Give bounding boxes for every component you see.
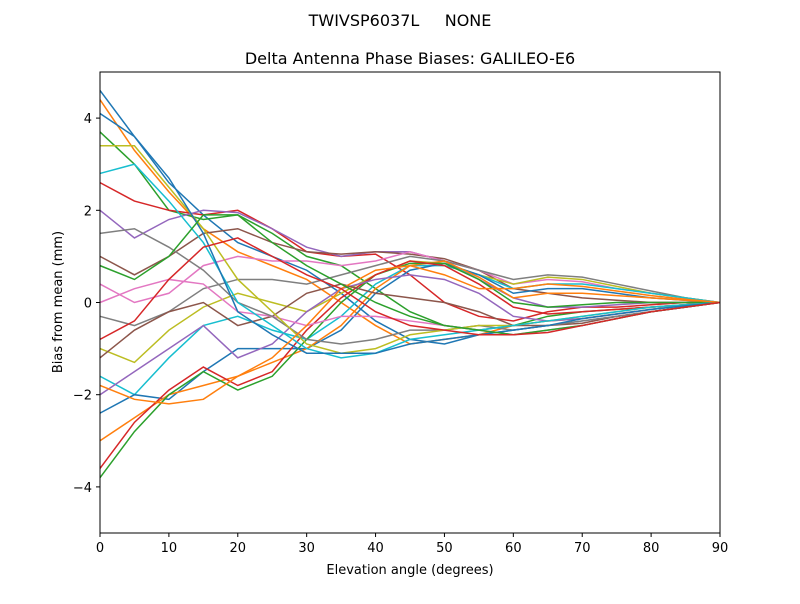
x-tick-label: 50 [436, 541, 453, 556]
suptitle: TWIVSP6037L NONE [308, 11, 492, 30]
series-line-18 [99, 227, 721, 345]
y-tick-label: −2 [73, 389, 92, 404]
x-tick-label: 0 [96, 541, 104, 556]
x-tick-label: 40 [367, 541, 384, 556]
x-tick-label: 20 [230, 541, 247, 556]
x-tick-label: 30 [298, 541, 315, 556]
series-line-20 [99, 163, 721, 359]
x-tick-label: 60 [505, 541, 522, 556]
series-lines [99, 89, 721, 479]
series-line-21 [99, 112, 721, 354]
series-line-14 [99, 260, 721, 469]
series-line-13 [99, 262, 720, 479]
y-axis-label: Bias from mean (mm) [51, 231, 66, 373]
y-tick-label: 0 [84, 297, 92, 312]
series-line-24 [99, 237, 721, 341]
x-tick-label: 80 [643, 541, 660, 556]
y-tick-label: 2 [84, 204, 92, 219]
x-tick-label: 90 [712, 541, 729, 556]
x-tick-label: 10 [161, 541, 178, 556]
series-line-8 [99, 255, 721, 327]
plot-frame [99, 71, 721, 534]
x-tick-label: 70 [574, 541, 591, 556]
y-tick-label: 4 [84, 112, 92, 127]
chart-title: Delta Antenna Phase Biases: GALILEO-E6 [245, 49, 575, 68]
x-axis-label: Elevation angle (degrees) [326, 563, 493, 578]
series-line-22 [99, 264, 721, 405]
y-tick-label: −4 [73, 481, 92, 496]
axis-ticks: 0 10 20 30 40 50 60 70 80 90 −4 −2 0 2 4 [73, 112, 728, 556]
